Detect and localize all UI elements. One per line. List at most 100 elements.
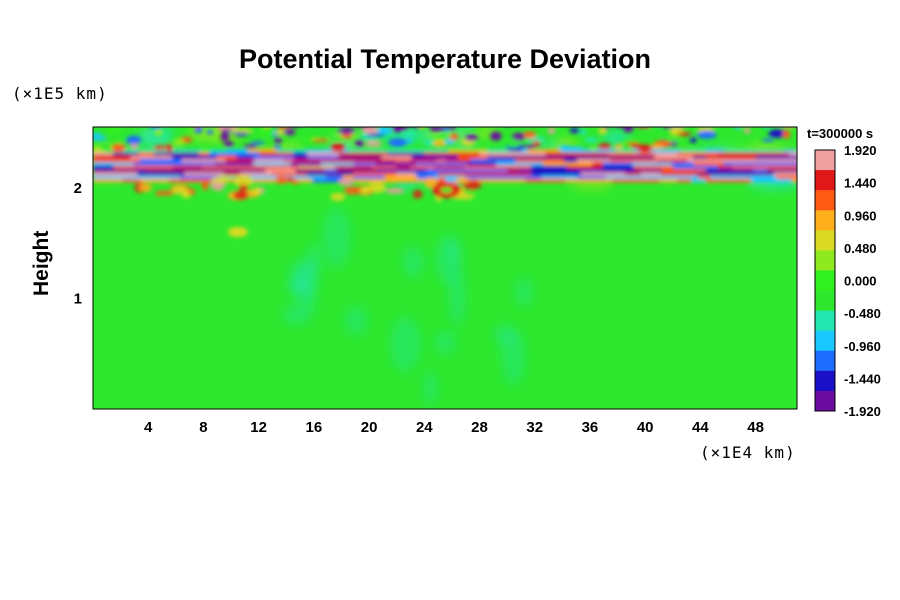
field-cell	[592, 162, 605, 166]
colorbar-swatch	[815, 243, 835, 251]
field-cell	[767, 168, 797, 173]
field-blob	[133, 119, 146, 124]
colorbar-swatch	[815, 330, 835, 338]
field-blob	[741, 117, 751, 125]
field-blob	[532, 119, 540, 123]
field-blob	[786, 118, 799, 122]
field-blob	[273, 145, 282, 150]
colorbar-swatch	[815, 337, 835, 345]
field-cell	[134, 149, 165, 153]
field-blob	[448, 127, 457, 130]
field-blob	[158, 190, 176, 196]
field-cell	[93, 178, 125, 183]
colorbar-swatch	[815, 344, 835, 352]
colorbar-tick-label: -1.920	[844, 404, 881, 419]
field-blob	[105, 127, 122, 135]
field-blob	[584, 137, 598, 143]
field-cell	[153, 152, 201, 157]
field-blob	[364, 141, 383, 147]
field-cell	[718, 152, 759, 157]
field-blob	[463, 127, 483, 132]
field-cell	[184, 172, 226, 176]
field-cell	[614, 168, 637, 173]
x-tick-label: 48	[747, 419, 764, 436]
field-cell	[93, 149, 110, 153]
colorbar-frame	[814, 149, 836, 412]
field-cell	[517, 149, 530, 153]
field-cell	[399, 175, 419, 180]
field-patch	[389, 316, 422, 372]
field-cell	[410, 165, 437, 170]
colorbar-tick-label: -1.440	[844, 371, 881, 386]
field-cell	[543, 162, 595, 166]
field-blob	[138, 183, 152, 192]
colorbar-swatch	[815, 270, 835, 278]
field-cell	[225, 159, 257, 163]
field-patch	[435, 235, 461, 285]
field-cell	[795, 162, 797, 166]
field-cell	[384, 175, 402, 180]
field-cell	[306, 172, 356, 176]
field-cell	[445, 178, 459, 183]
field-cell	[295, 168, 326, 173]
field-cell	[415, 172, 440, 176]
field-cell	[469, 168, 510, 173]
field-blob	[355, 139, 365, 148]
colorbar-swatch	[815, 223, 835, 231]
colorbar-swatch	[815, 384, 835, 392]
field-cell	[677, 152, 721, 157]
field-cell	[253, 162, 293, 166]
field-cell	[693, 162, 726, 166]
field-cell	[519, 168, 571, 173]
field-patch	[137, 130, 171, 148]
field-blob	[523, 131, 537, 139]
field-patch	[434, 330, 457, 355]
field-blob	[153, 145, 168, 151]
field-cell	[788, 152, 797, 157]
field-cell	[565, 178, 615, 183]
field-cell	[381, 172, 398, 176]
field-cell	[458, 155, 490, 160]
colorbar-tick-label: 0.960	[844, 208, 877, 223]
x-tick-label: 4	[144, 419, 153, 436]
colorbar-swatch	[815, 283, 835, 292]
field-blob	[522, 118, 530, 125]
field-blob	[217, 123, 224, 126]
y-axis-ticks: 12	[74, 180, 82, 308]
field-blob	[768, 129, 788, 138]
field-cell	[139, 159, 184, 163]
field-cell	[353, 172, 384, 176]
x-tick-label: 20	[361, 419, 378, 436]
field-blob	[465, 134, 479, 142]
x-tick-label: 8	[199, 419, 207, 436]
field-blob	[598, 127, 608, 135]
field-cell	[122, 178, 142, 183]
field-cell	[120, 168, 138, 173]
field-patch	[344, 306, 368, 335]
field-cell	[93, 152, 115, 157]
field-cell	[434, 175, 467, 180]
field-cell	[93, 175, 142, 180]
field-cell	[602, 165, 616, 170]
field-cell	[770, 149, 787, 153]
field-blob	[461, 120, 477, 126]
field-cell	[423, 152, 442, 157]
colorbar-tick-label: -0.960	[844, 339, 881, 354]
field-cell	[265, 168, 298, 173]
field-cell	[525, 178, 568, 183]
field-blob	[291, 179, 299, 185]
field-cell	[137, 172, 187, 176]
field-cell	[474, 172, 519, 176]
colorbar-tick-label: 0.480	[844, 241, 877, 256]
field-cell	[347, 149, 389, 153]
field-blob	[309, 121, 321, 125]
field-cell	[659, 178, 680, 183]
field-blob	[622, 144, 632, 151]
field-cell	[249, 175, 295, 180]
field-cell	[93, 172, 120, 176]
field-cell	[311, 178, 355, 183]
field-blob	[223, 141, 234, 147]
field-blob	[435, 120, 448, 125]
field-blob	[200, 146, 213, 152]
